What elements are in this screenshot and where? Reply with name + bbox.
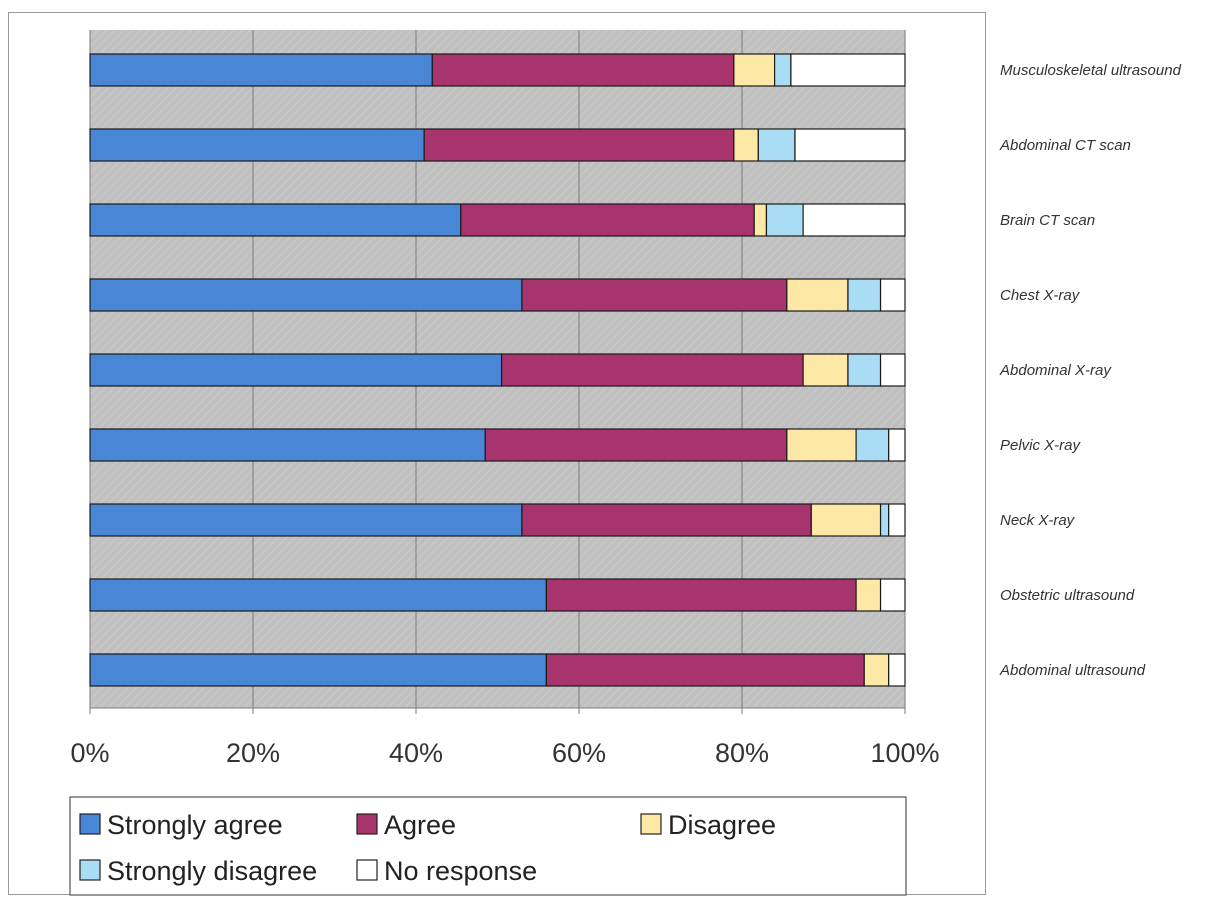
bar-segment (758, 129, 795, 161)
legend-label: Strongly agree (107, 810, 283, 840)
category-label: Pelvic X-ray (1000, 437, 1082, 454)
category-label: Abdominal X-ray (999, 362, 1112, 379)
bar-segment (461, 204, 754, 236)
bar-segment (889, 429, 905, 461)
legend-label: Strongly disagree (107, 856, 317, 886)
legend-swatch (641, 814, 661, 834)
bar-segment (856, 579, 880, 611)
bar-segment (502, 354, 804, 386)
bar-segment (881, 504, 889, 536)
bar-segment (766, 204, 803, 236)
x-tick-label: 60% (552, 738, 606, 768)
bar-segment (90, 204, 461, 236)
x-tick-label: 40% (389, 738, 443, 768)
x-tick-label: 80% (715, 738, 769, 768)
bar-segment (522, 504, 811, 536)
bar-segment (864, 654, 888, 686)
bar-segment (803, 354, 848, 386)
legend-swatch (80, 814, 100, 834)
bar-segment (787, 279, 848, 311)
bar-segment (889, 504, 905, 536)
x-tick-label: 100% (870, 738, 939, 768)
legend-label: Agree (384, 810, 456, 840)
bar-segment (734, 129, 758, 161)
bar-segment (522, 279, 787, 311)
bar-segment (734, 54, 775, 86)
category-label: Obstetric ultrasound (1000, 587, 1135, 604)
category-label: Abdominal CT scan (999, 137, 1131, 154)
category-label: Abdominal ultrasound (999, 662, 1146, 679)
category-label: Chest X-ray (1000, 287, 1081, 304)
bar-segment (90, 279, 522, 311)
bar-segment (848, 279, 881, 311)
bar-segment (856, 429, 889, 461)
category-labels: Musculoskeletal ultrasound Abdominal CT s… (999, 62, 1182, 679)
x-axis-ticks: 0% 20% 40% 60% 80% 100% (70, 738, 939, 768)
legend: Strongly agree Agree Disagree Strongly disa… (70, 797, 906, 895)
legend-swatch (357, 860, 377, 880)
bar-segment (881, 279, 905, 311)
bar-segment (546, 579, 856, 611)
bars (90, 54, 905, 686)
bar-segment (90, 579, 546, 611)
legend-swatch (80, 860, 100, 880)
legend-label: No response (384, 856, 537, 886)
legend-swatch (357, 814, 377, 834)
bar-segment (881, 579, 905, 611)
bar-segment (90, 429, 485, 461)
category-label: Brain CT scan (1000, 212, 1095, 229)
bar-segment (90, 504, 522, 536)
bar-segment (803, 204, 905, 236)
bar-segment (485, 429, 787, 461)
bar-segment (754, 204, 766, 236)
bar-segment (90, 654, 546, 686)
legend-label: Disagree (668, 810, 776, 840)
category-label: Musculoskeletal ultrasound (1000, 62, 1182, 79)
bar-segment (546, 654, 864, 686)
x-tick-label: 20% (226, 738, 280, 768)
bar-segment (90, 54, 432, 86)
bar-segment (881, 354, 905, 386)
bar-segment (775, 54, 791, 86)
bar-segment (90, 129, 424, 161)
bar-segment (90, 354, 502, 386)
bar-segment (787, 429, 856, 461)
bar-segment (889, 654, 905, 686)
bar-segment (424, 129, 734, 161)
bar-segment (432, 54, 734, 86)
bar-segment (795, 129, 905, 161)
category-label: Neck X-ray (1000, 512, 1076, 529)
bar-segment (791, 54, 905, 86)
x-tick-label: 0% (70, 738, 109, 768)
bar-segment (848, 354, 881, 386)
bar-segment (811, 504, 880, 536)
